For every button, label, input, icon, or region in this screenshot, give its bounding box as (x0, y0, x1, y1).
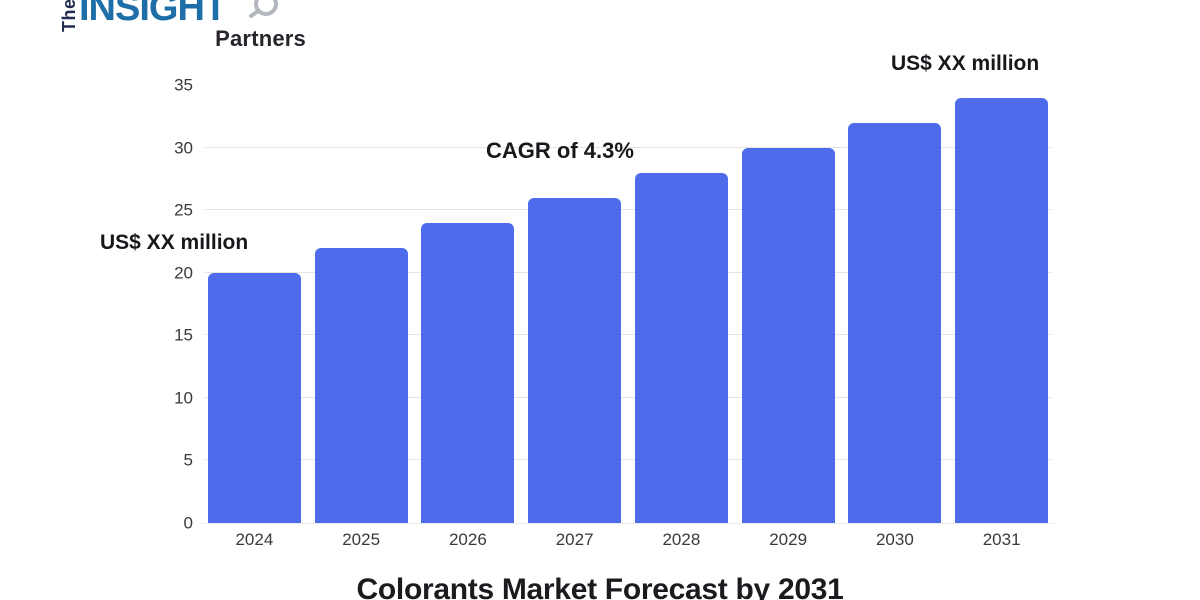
bar-2028 (634, 172, 728, 523)
gridline-30 (205, 146, 1051, 148)
y-tick-30: 30 (174, 138, 193, 158)
x-tick-2031: 2031 (982, 530, 1021, 549)
gridline-10 (205, 396, 1051, 398)
bar-2031 (955, 97, 1049, 523)
y-tick-25: 25 (174, 200, 193, 220)
annotation-cagr: CAGR of 4.3% (486, 138, 634, 163)
x-tick-2026: 2026 (448, 530, 487, 549)
brand-logo: The INSIGHT Partners (55, 0, 306, 60)
magnifier-icon (249, 0, 278, 18)
y-tick-0: 0 (183, 513, 193, 533)
bar-2026 (421, 222, 515, 523)
bar-2029 (741, 147, 835, 523)
bar-2024 (207, 272, 301, 523)
chart-title: Colorants Market Forecast by 2031 (356, 573, 844, 600)
y-tick-20: 20 (174, 263, 193, 283)
x-axis-baseline (201, 523, 1055, 524)
x-tick-2028: 2028 (662, 530, 701, 549)
y-tick-15: 15 (174, 325, 193, 345)
gridline-15 (205, 334, 1051, 336)
logo-partners-text: Partners (215, 26, 306, 51)
plot-area (201, 85, 1055, 524)
x-tick-2030: 2030 (875, 530, 914, 549)
gridline-25 (205, 209, 1051, 211)
bar-2027 (528, 197, 622, 523)
x-tick-2029: 2029 (769, 530, 808, 549)
y-axis: 0 5 10 15 20 25 30 35 (0, 77, 193, 532)
y-tick-35: 35 (174, 75, 193, 95)
bar-2025 (314, 247, 408, 523)
annotation-first-value: US$ XX million (100, 231, 249, 254)
y-tick-5: 5 (183, 450, 193, 470)
gridline-5 (205, 459, 1051, 461)
gridline-20 (205, 271, 1051, 273)
bar-2030 (848, 122, 942, 523)
x-tick-2027: 2027 (555, 530, 594, 549)
logo-insight-text: INSIGHT (79, 0, 227, 29)
y-tick-10: 10 (174, 388, 193, 408)
annotation-last-value: US$ XX million (891, 52, 1040, 75)
x-tick-2025: 2025 (342, 530, 381, 549)
x-tick-2024: 2024 (235, 530, 274, 549)
x-axis: 2024 2025 2026 2027 2028 2029 2030 2031 (201, 530, 1055, 554)
